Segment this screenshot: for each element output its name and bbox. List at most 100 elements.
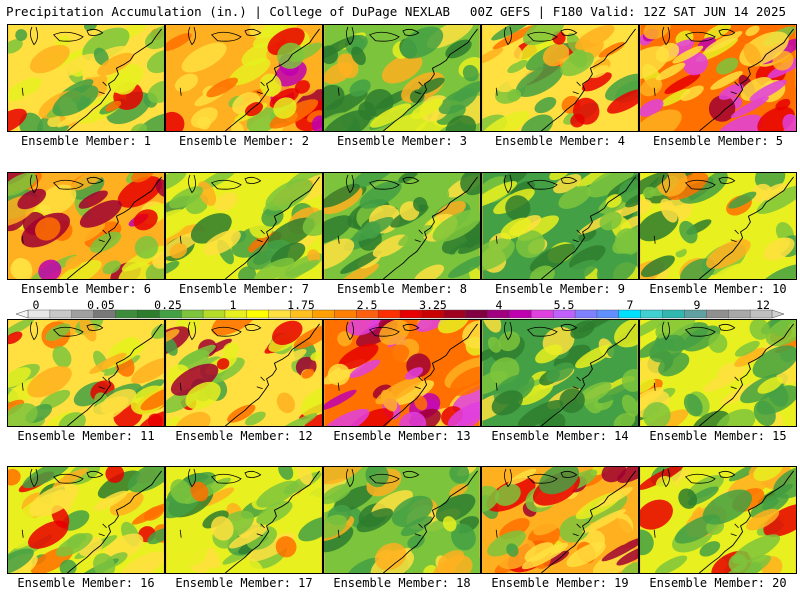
state-border — [337, 376, 423, 391]
great-lakes-outline — [504, 174, 578, 194]
ensemble-panel-18 — [323, 466, 481, 574]
ensemble-member-label-11: Ensemble Member: 11 — [17, 429, 155, 443]
colorbar-bin-26 — [596, 309, 620, 319]
precip-map-3 — [324, 25, 480, 131]
great-lakes-outline — [30, 174, 104, 194]
state-border — [21, 81, 107, 96]
ensemble-member-label-5: Ensemble Member: 5 — [652, 134, 784, 148]
ensemble-panel-11 — [7, 319, 165, 427]
ensemble-panel-4 — [481, 24, 639, 132]
coastline — [225, 28, 320, 131]
colorbar-bin-23 — [531, 309, 554, 319]
colorbar-tick-label: 4 — [495, 298, 503, 312]
precip-map-10 — [640, 173, 796, 279]
colorbar-bin-32 — [728, 309, 751, 319]
colorbar-tick-label: 1.75 — [287, 298, 315, 312]
colorbar-bin-19 — [443, 309, 467, 319]
colorbar-bin-1 — [49, 309, 73, 319]
coastline — [225, 323, 320, 426]
colorbar-bin-14 — [334, 309, 357, 319]
state-border — [21, 376, 107, 391]
state-border — [179, 523, 265, 538]
colorbar-bin-10 — [246, 309, 270, 319]
ensemble-member-label-19: Ensemble Member: 19 — [491, 576, 629, 590]
great-lakes-outline — [188, 468, 262, 488]
state-border — [653, 523, 739, 538]
colorbar-tick-label: 7 — [626, 298, 634, 312]
precip-map-6 — [8, 173, 164, 279]
state-border — [179, 229, 265, 244]
colorbar-bin-28 — [640, 309, 664, 319]
ensemble-panel-17 — [165, 466, 323, 574]
precip-map-12 — [166, 320, 322, 426]
ensemble-panel-20 — [639, 466, 797, 574]
great-lakes-outline — [346, 26, 420, 46]
state-border — [337, 81, 423, 96]
colorbar-tick-label: 1 — [229, 298, 237, 312]
ensemble-member-label-17: Ensemble Member: 17 — [175, 576, 313, 590]
ensemble-member-label-10: Ensemble Member: 10 — [649, 282, 787, 296]
coastline — [699, 470, 794, 573]
great-lakes-outline — [504, 321, 578, 341]
great-lakes-outline — [30, 321, 104, 341]
colorbar-tick-label: 0 — [32, 298, 40, 312]
precip-map-8 — [324, 173, 480, 279]
precip-map-9 — [482, 173, 638, 279]
colorbar-tick-label: 0.05 — [87, 298, 115, 312]
coastline — [541, 176, 636, 279]
state-border — [337, 229, 423, 244]
colorbar-bin-25 — [574, 309, 598, 319]
great-lakes-outline — [662, 174, 736, 194]
great-lakes-outline — [504, 26, 578, 46]
colorbar-bin-20 — [465, 309, 489, 319]
state-border — [179, 376, 265, 391]
state-border — [21, 229, 107, 244]
great-lakes-outline — [662, 468, 736, 488]
coastline — [67, 176, 162, 279]
ensemble-member-label-13: Ensemble Member: 13 — [333, 429, 471, 443]
ensemble-panel-13 — [323, 319, 481, 427]
ensemble-member-label-18: Ensemble Member: 18 — [333, 576, 471, 590]
ensemble-panel-7 — [165, 172, 323, 280]
map-title: Precipitation Accumulation (in.) | Colle… — [6, 4, 451, 19]
state-border — [21, 523, 107, 538]
ensemble-member-label-15: Ensemble Member: 15 — [649, 429, 787, 443]
colorbar-max-arrow — [771, 309, 785, 319]
great-lakes-outline — [504, 468, 578, 488]
ensemble-member-label-12: Ensemble Member: 12 — [175, 429, 313, 443]
ensemble-member-label-20: Ensemble Member: 20 — [649, 576, 787, 590]
precip-colorbar — [15, 309, 785, 319]
ensemble-panel-16 — [7, 466, 165, 574]
ensemble-panel-19 — [481, 466, 639, 574]
precip-map-18 — [324, 467, 480, 573]
ensemble-panel-5 — [639, 24, 797, 132]
state-border — [495, 81, 581, 96]
coastline — [541, 28, 636, 131]
great-lakes-outline — [346, 174, 420, 194]
ensemble-panel-8 — [323, 172, 481, 280]
ensemble-panel-14 — [481, 319, 639, 427]
colorbar-tick-label: 2.5 — [356, 298, 378, 312]
ensemble-panel-9 — [481, 172, 639, 280]
run-valid-time: 00Z GEFS | F180 Valid: 12Z SAT JUN 14 20… — [469, 4, 786, 19]
precip-map-20 — [640, 467, 796, 573]
precip-map-2 — [166, 25, 322, 131]
colorbar-tick-label: 9 — [693, 298, 701, 312]
colorbar-bin-4 — [115, 309, 138, 319]
colorbar-bin-29 — [662, 309, 685, 319]
precip-map-15 — [640, 320, 796, 426]
coastline — [225, 176, 320, 279]
coastline — [67, 323, 162, 426]
coastline — [699, 176, 794, 279]
ensemble-member-label-6: Ensemble Member: 6 — [20, 282, 152, 296]
state-border — [179, 81, 265, 96]
colorbar-tick-label: 0.25 — [154, 298, 182, 312]
ensemble-panel-3 — [323, 24, 481, 132]
state-border — [653, 81, 739, 96]
ensemble-panel-10 — [639, 172, 797, 280]
colorbar-tick-label: 12 — [756, 298, 770, 312]
colorbar-bin-16 — [377, 309, 401, 319]
great-lakes-outline — [30, 468, 104, 488]
precip-map-17 — [166, 467, 322, 573]
state-border — [337, 523, 423, 538]
